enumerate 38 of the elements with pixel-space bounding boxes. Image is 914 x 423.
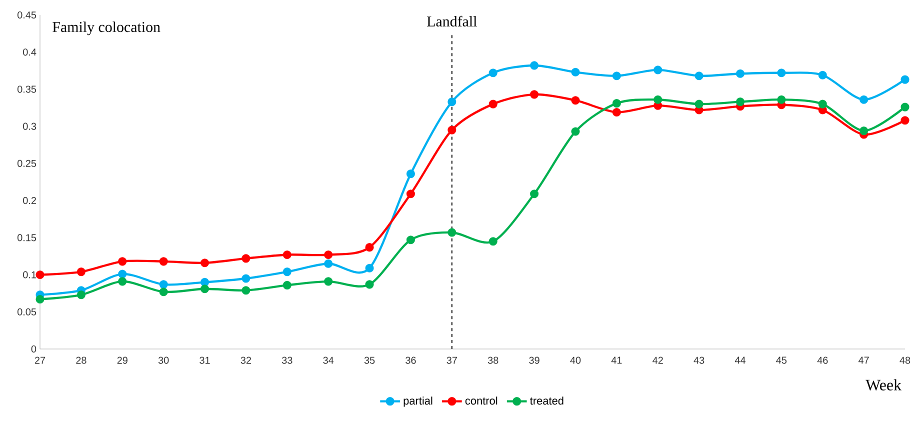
x-tick-label: 43	[694, 356, 704, 364]
x-tick-label: 44	[734, 356, 746, 364]
x-tick-label: 46	[817, 356, 828, 364]
y-tick-label: 0.15	[17, 234, 36, 242]
x-tick-label: 34	[323, 356, 334, 364]
x-tick-label: 33	[282, 356, 292, 364]
y-tick-label: 0	[31, 345, 36, 353]
x-tick-label: 27	[34, 356, 46, 364]
x-tick-label: 38	[488, 356, 498, 364]
y-tick-label: 0.1	[23, 271, 36, 278]
x-tick-label: 28	[76, 356, 86, 364]
y-tick-label: 0.35	[17, 86, 36, 93]
x-tick-label: 39	[529, 356, 540, 364]
legend-label: control	[465, 396, 498, 405]
x-tick-label: 40	[570, 356, 581, 364]
x-tick-label: 35	[364, 356, 375, 364]
legend-label: partial	[404, 396, 432, 407]
x-tick-label: 41	[611, 356, 622, 364]
x-tick-label: 31	[200, 356, 210, 364]
x-tick-label: 30	[158, 356, 169, 364]
y-tick-label: 0.25	[17, 160, 36, 167]
x-tick-label: 47	[858, 356, 869, 364]
y-tick-label: 0.4	[23, 48, 36, 56]
y-tick-label: 0.05	[17, 308, 36, 316]
y-tick-label: 0.45	[17, 11, 36, 19]
x-tick-label: 48	[900, 356, 910, 364]
y-tick-label: 0.2	[23, 197, 36, 204]
y-tick-label: 0.3	[23, 122, 36, 130]
x-tick-label: 32	[240, 356, 251, 364]
x-tick-label: 45	[776, 356, 787, 364]
x-tick-label: 42	[652, 356, 663, 364]
x-axis-title: Week	[866, 379, 902, 391]
x-tick-label: 29	[117, 356, 128, 364]
ref-line-label: Landfall	[427, 16, 477, 27]
x-tick-label: 36	[406, 356, 416, 364]
annotation: Family colocation	[52, 22, 160, 36]
legend-label: treated	[530, 396, 564, 405]
x-tick-label: 37	[446, 356, 457, 364]
